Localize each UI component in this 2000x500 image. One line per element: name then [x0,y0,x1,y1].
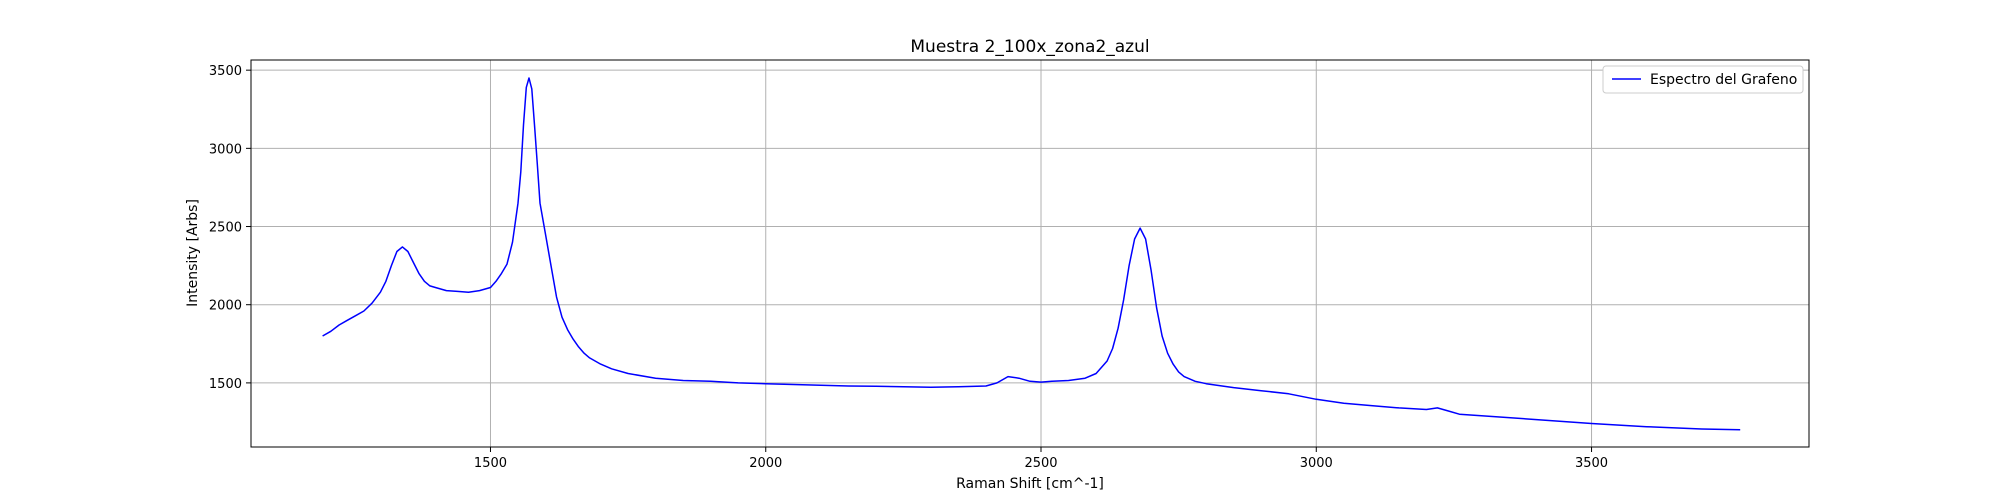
series-line-0 [322,77,1741,431]
y-tick-label: 3500 [209,64,242,79]
x-tick-label: 1500 [474,456,507,471]
y-axis-label: Intensity [Arbs] [185,199,201,307]
x-axis: 1500 2000 2500 3000 3500 [474,447,1608,471]
y-tick-label: 2500 [209,221,242,236]
plot-frame [250,59,1810,448]
y-tick-label: 2000 [209,299,242,314]
chart-title: Muestra 2_100x_zona2_azul [910,37,1149,57]
legend-label: Espectro del Grafeno [1650,72,1797,88]
x-tick-label: 2500 [1024,456,1057,471]
series-layer [322,77,1741,431]
y-tick-label: 1500 [209,377,242,392]
y-tick-label: 3000 [209,142,242,157]
x-axis-label: Raman Shift [cm^-1] [956,476,1104,492]
legend-box [1602,65,1804,94]
legend: Espectro del Grafeno [1602,65,1804,94]
x-tick-label: 3000 [1300,456,1333,471]
x-tick-label: 2000 [749,456,782,471]
y-axis: 1500 2000 2500 3000 3500 [209,64,251,392]
grid [251,60,1809,447]
x-tick-label: 3500 [1575,456,1608,471]
